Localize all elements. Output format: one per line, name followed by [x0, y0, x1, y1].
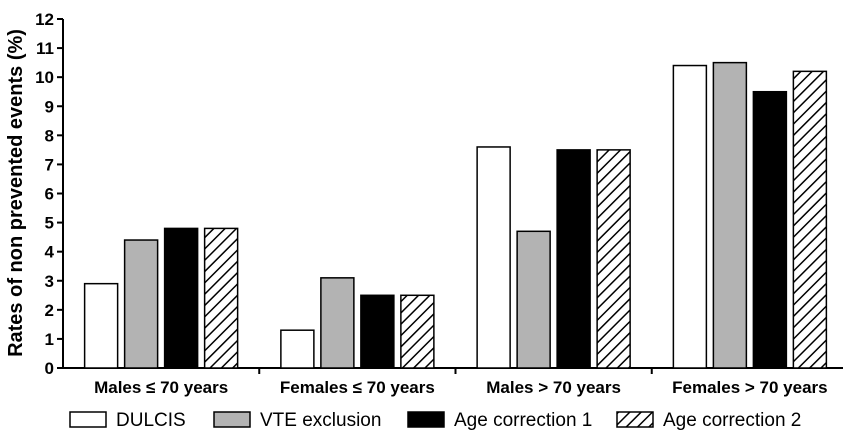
bar [596, 149, 631, 369]
y-tick-label: 1 [45, 330, 54, 349]
bar [320, 277, 355, 369]
legend-label: Age correction 1 [454, 410, 592, 431]
x-tick-label: Males ≤ 70 years [94, 378, 228, 397]
y-tick-label: 5 [45, 214, 54, 233]
legend-swatch [407, 411, 445, 428]
x-tick-label: Males > 70 years [486, 378, 621, 397]
bar [280, 329, 315, 369]
y-tick-label: 9 [45, 97, 54, 116]
y-tick-label: 4 [45, 243, 55, 262]
y-tick-label: 7 [45, 155, 54, 174]
y-tick-label: 0 [45, 359, 54, 378]
legend-label: VTE exclusion [260, 410, 381, 431]
bar [360, 294, 395, 369]
legend-swatch [616, 411, 654, 428]
bar [400, 294, 435, 369]
bar [792, 70, 828, 369]
y-tick-label: 6 [45, 185, 54, 204]
bar [752, 90, 788, 369]
legend-swatch [213, 411, 251, 428]
bar [123, 239, 159, 369]
y-tick-label: 2 [45, 301, 54, 320]
legend: DULCIS VTE exclusion Age correction 1 Age c… [69, 410, 801, 431]
bar [83, 282, 119, 369]
y-tick-label: 12 [35, 10, 54, 29]
legend-swatch [69, 411, 107, 428]
legend-label: DULCIS [116, 410, 186, 431]
bar [672, 64, 708, 369]
x-tick-label: Females ≤ 70 years [280, 378, 435, 397]
y-tick-label: 8 [45, 126, 54, 145]
y-axis-label: Rates of non prevented events (%) [5, 29, 27, 357]
bar [203, 227, 239, 369]
y-tick-label: 11 [36, 39, 54, 58]
y-tick-label: 10 [35, 68, 54, 87]
bar [556, 149, 591, 369]
legend-label: Age correction 2 [663, 410, 801, 431]
x-tick-label: Females > 70 years [672, 378, 827, 397]
bar [712, 61, 748, 369]
bar [516, 230, 551, 369]
bar [476, 146, 511, 369]
y-tick-label: 3 [45, 272, 54, 291]
bar [163, 227, 199, 369]
